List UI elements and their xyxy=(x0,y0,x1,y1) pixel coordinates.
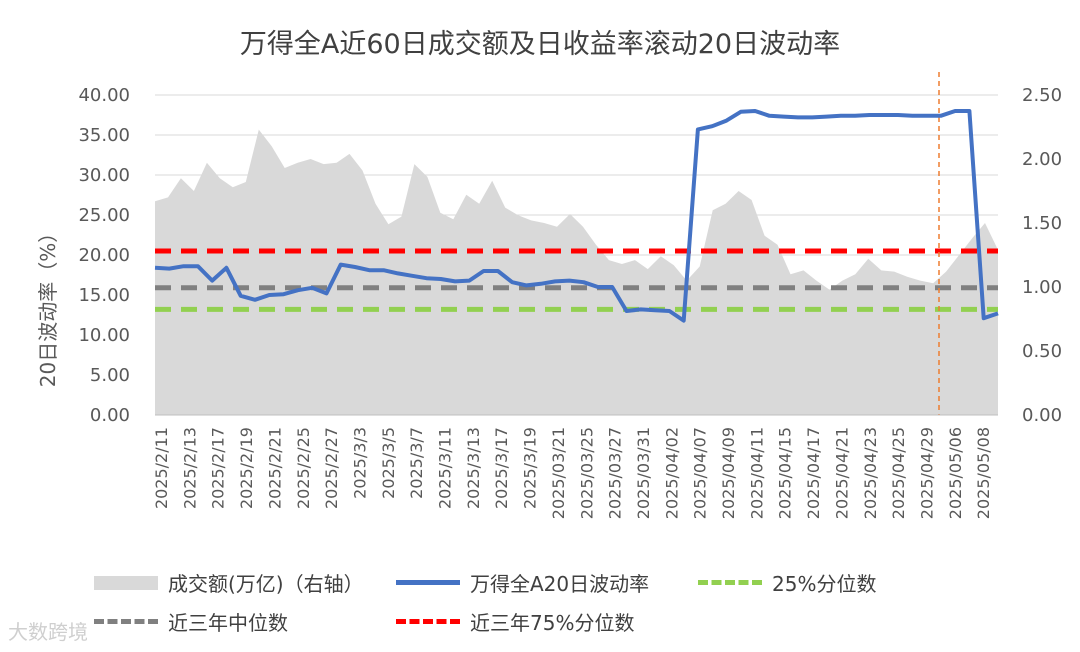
x-tick-label: 2025/04/17 xyxy=(804,427,823,519)
x-tick-label: 2025/2/25 xyxy=(294,427,313,509)
y-left-tick-label: 20.00 xyxy=(78,245,130,266)
x-tick-label: 2025/03/25 xyxy=(577,427,596,519)
legend-swatch-p75 xyxy=(396,619,460,624)
y-left-tick-label: 25.00 xyxy=(78,205,130,226)
y-right-tick-label: 0.00 xyxy=(1022,405,1062,426)
y-left-tick-label: 0.00 xyxy=(90,405,130,426)
x-tick-label: 2025/2/11 xyxy=(152,427,171,509)
y-axis-label: 20日波动率（%） xyxy=(36,223,60,387)
reference-lines-layer xyxy=(155,72,998,415)
y-left-tick-label: 15.00 xyxy=(78,285,130,306)
y-right-tick-label: 2.00 xyxy=(1022,149,1062,170)
legend-label-median: 近三年中位数 xyxy=(168,611,288,635)
volatility-line xyxy=(154,109,999,323)
x-tick-label: 2025/04/21 xyxy=(832,427,851,519)
x-tick-label: 2025/04/25 xyxy=(889,427,908,519)
x-tick-label: 2025/2/17 xyxy=(209,427,228,509)
x-tick-label: 2025/04/15 xyxy=(776,427,795,519)
legend-label-volume: 成交额(万亿)（右轴） xyxy=(168,572,364,596)
legend-volatility: 万得全A20日波动率 xyxy=(396,568,649,597)
legend-p75: 近三年75%分位数 xyxy=(396,607,634,636)
x-tick-label: 2025/04/23 xyxy=(861,427,880,519)
x-tick-label: 2025/05/06 xyxy=(946,427,965,519)
legend-median: 近三年中位数 xyxy=(94,607,288,636)
x-tick-label: 2025/3/5 xyxy=(379,427,398,499)
x-tick-label: 2025/04/07 xyxy=(691,427,710,519)
y-right-tick-label: 0.50 xyxy=(1022,341,1062,362)
legend-swatch-p25 xyxy=(698,580,762,585)
x-tick-label: 2025/04/09 xyxy=(719,427,738,519)
y-left-tick-label: 5.00 xyxy=(90,365,130,386)
x-tick-label: 2025/2/19 xyxy=(237,427,256,509)
y-left-tick-label: 10.00 xyxy=(78,325,130,346)
legend-label-p25: 25%分位数 xyxy=(772,572,877,596)
legend-label-p75: 近三年75%分位数 xyxy=(470,611,635,635)
y-right-tick-label: 1.00 xyxy=(1022,277,1062,298)
x-tick-label: 2025/04/02 xyxy=(662,427,681,519)
x-tick-label: 2025/3/11 xyxy=(436,427,455,509)
x-tick-label: 2025/2/27 xyxy=(322,427,341,509)
legend-swatch-area xyxy=(94,575,158,590)
x-tick-label: 2025/2/13 xyxy=(180,427,199,509)
x-tick-label: 2025/03/27 xyxy=(606,427,625,519)
y-right-tick-label: 1.50 xyxy=(1022,213,1062,234)
x-tick-label: 2025/3/3 xyxy=(351,427,370,499)
x-tick-label: 2025/03/21 xyxy=(549,427,568,519)
x-tick-label: 2025/03/31 xyxy=(634,427,653,519)
x-tick-label: 2025/04/11 xyxy=(747,427,766,519)
y-left-tick-label: 30.00 xyxy=(78,165,130,186)
legend-p25: 25%分位数 xyxy=(698,568,876,597)
x-tick-label: 2025/3/19 xyxy=(521,427,540,509)
legend-volume: 成交额(万亿)（右轴） xyxy=(94,568,364,597)
y-left-tick-label: 35.00 xyxy=(78,125,130,146)
chart-title: 万得全A近60日成交额及日收益率滚动20日波动率 xyxy=(239,29,841,60)
volume-area xyxy=(155,129,998,415)
y-right-tick-label: 2.50 xyxy=(1022,85,1062,106)
y-left-tick-label: 40.00 xyxy=(78,85,130,106)
chart-plot: 0.00 5.00 10.00 15.00 20.00 25.00 30.00 35.00 40… xyxy=(36,72,1062,519)
x-tick-label: 2025/05/08 xyxy=(974,427,993,519)
watermark: 大数跨境 xyxy=(8,620,88,644)
legend-label-volatility: 万得全A20日波动率 xyxy=(470,572,650,596)
volume-area-layer xyxy=(155,129,998,415)
legend-swatch-line xyxy=(396,580,460,585)
x-tick-label: 2025/3/13 xyxy=(464,427,483,509)
axes-layer: 0.00 5.00 10.00 15.00 20.00 25.00 30.00 35.00 40… xyxy=(78,85,1062,519)
volatility-line-layer xyxy=(154,109,999,323)
legend-swatch-median xyxy=(94,619,158,624)
x-tick-label: 2025/3/7 xyxy=(407,427,426,499)
x-tick-label: 2025/3/17 xyxy=(492,427,511,509)
x-tick-label: 2025/2/21 xyxy=(265,427,284,509)
x-tick-label: 2025/04/29 xyxy=(918,427,937,519)
